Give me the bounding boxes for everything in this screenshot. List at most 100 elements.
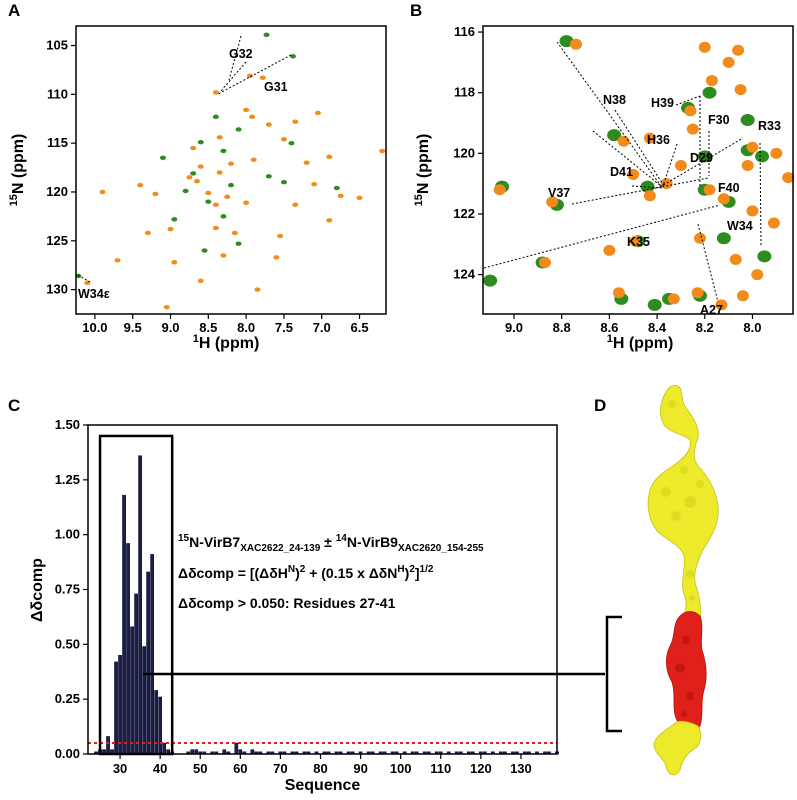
peak-bound (265, 122, 272, 127)
x-tick-label: 8.5 (199, 320, 217, 335)
peak-bound (570, 38, 582, 50)
peak-free (290, 54, 296, 59)
peak-bound (254, 287, 261, 292)
panel-a-frame (75, 25, 387, 315)
peak-label-f40: F40 (718, 181, 740, 195)
peak-bound (741, 159, 754, 171)
panel-a-ylabel: 15N (ppm) (8, 134, 27, 207)
bar-chart-xlabel: Sequence (285, 777, 361, 794)
x-tick-label: 110 (430, 761, 451, 776)
bar-residue-32 (126, 543, 130, 755)
peak-free (740, 113, 755, 126)
peak-free (201, 248, 208, 253)
peak-bound (734, 84, 747, 96)
y-tick-label: 115 (47, 135, 68, 150)
peak-bound (612, 287, 625, 299)
peak-bound (691, 287, 704, 299)
peak-free (75, 273, 82, 279)
peak-free (220, 148, 227, 154)
bar-residue-27 (106, 736, 110, 755)
peak-bound (197, 278, 204, 284)
x-tick-label: 9.5 (124, 320, 142, 335)
x-tick-label: 9.0 (505, 320, 523, 335)
peak-free (220, 214, 227, 219)
y-tick-label: 1.25 (55, 472, 80, 487)
x-tick-label: 120 (470, 761, 492, 776)
peak-bound (99, 189, 106, 195)
peak-free (697, 150, 712, 163)
peak-free (640, 180, 655, 193)
peak-bound (231, 230, 238, 236)
bar-residue-38 (150, 554, 154, 755)
peak-bound (280, 137, 287, 142)
y-tick-label: 110 (47, 86, 68, 101)
peak-bound (617, 135, 630, 147)
peak-bound (246, 73, 253, 78)
peak-bound (228, 161, 234, 166)
peak-bound (770, 147, 783, 159)
panel-c-label: C (8, 396, 20, 415)
panel-d-label: D (594, 396, 606, 415)
surface-yellow-top (647, 385, 719, 623)
peak-bound (546, 196, 559, 208)
panel-c: C 30 40 50 60 70 80 90 100 110 120 130 0.00 0.25 0.50… (8, 396, 605, 794)
surface-red-middle (666, 611, 707, 731)
peak-bound (667, 293, 680, 305)
bracket (605, 615, 622, 733)
bar-residue-39 (154, 690, 158, 755)
peak-free (483, 274, 498, 287)
peak-bound (163, 304, 170, 310)
peak-bound (144, 230, 151, 236)
panel-a: A 10.0 9.5 9.0 8.5 8.0 7.5 7.0 6.51051101151201… (8, 1, 387, 352)
bar-residue-37 (146, 571, 150, 755)
peak-label-w34e: W34ε (78, 287, 110, 301)
y-tick-label: 1.00 (55, 527, 80, 542)
annotation-line-2: Δδcomp = [(ΔδHN)2 + (0.15 x ΔδNH)2]1/2 (178, 564, 434, 581)
peak-bound (186, 175, 193, 180)
peak-bound (259, 75, 266, 80)
bar-chart-ylabel: Δδcomp (29, 558, 46, 622)
peak-bound (243, 107, 250, 113)
peak-bound (197, 164, 204, 169)
peak-bound (224, 194, 231, 200)
y-tick-label: 1.50 (55, 417, 80, 432)
peak-bound (326, 218, 333, 223)
peak-bound (674, 159, 687, 171)
panel-b-label: B (410, 1, 422, 20)
peak-bound (212, 202, 219, 207)
peak-label-w34: W34 (727, 219, 753, 233)
peak-free (235, 241, 242, 246)
y-tick-label: 0.50 (55, 636, 80, 651)
peak-label-v37: V37 (548, 186, 570, 200)
peak-bound (171, 260, 178, 265)
y-tick-label: 130 (46, 282, 68, 297)
peak-label-g32: G32 (229, 47, 253, 61)
peak-bound (137, 182, 144, 188)
x-tick-label: 8.0 (743, 320, 761, 335)
x-tick-label: 8.0 (237, 320, 255, 335)
peak-bound (167, 226, 174, 232)
peak-bound (337, 193, 344, 199)
peak-free (228, 182, 234, 188)
peak-free (280, 180, 287, 185)
bar-residue-34 (134, 593, 138, 755)
peak-free (559, 35, 574, 48)
y-tick-label: 120 (46, 184, 68, 199)
peak-free (288, 140, 295, 146)
peak-bound (603, 244, 616, 256)
peak-bound (152, 191, 159, 197)
peak-bound (686, 123, 699, 135)
peak-bound (782, 172, 795, 184)
peak-bound (249, 114, 256, 119)
peak-bound (216, 170, 223, 175)
y-tick-label: 116 (454, 24, 475, 39)
x-tick-label: 10.0 (82, 320, 107, 335)
y-tick-label: 105 (46, 38, 68, 53)
panel-b-ylabel: 15N (ppm) (413, 134, 432, 207)
x-tick-label: 40 (153, 761, 167, 776)
peak-label-d29: D29 (690, 151, 713, 165)
peak-label-k35: K35 (627, 235, 650, 249)
peak-bound (216, 135, 223, 140)
